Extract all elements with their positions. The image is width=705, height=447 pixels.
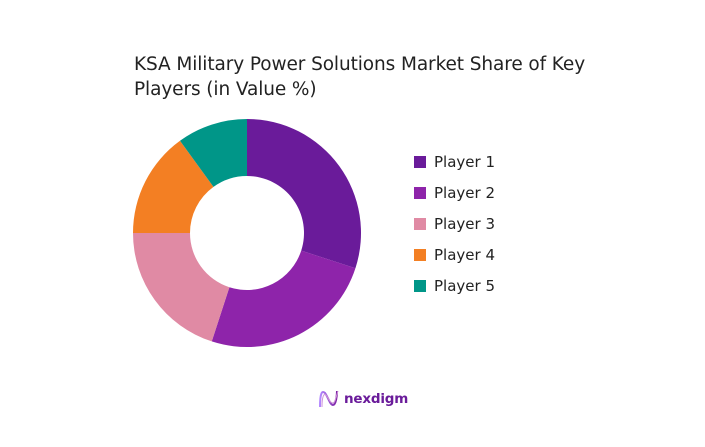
- legend-item: Player 1: [414, 146, 495, 177]
- legend-swatch: [414, 248, 426, 261]
- legend-label: Player 3: [434, 214, 495, 233]
- legend-swatch: [414, 279, 426, 292]
- donut-slices: [133, 119, 361, 347]
- donut-slice-player-1: [247, 119, 361, 269]
- legend-item: Player 5: [414, 270, 495, 301]
- legend-label: Player 2: [434, 183, 495, 202]
- legend-item: Player 2: [414, 177, 495, 208]
- legend-label: Player 4: [434, 245, 495, 264]
- legend-swatch: [414, 186, 426, 199]
- donut-slice-player-4: [133, 140, 214, 233]
- legend-label: Player 5: [434, 276, 495, 295]
- chart-title: KSA Military Power Solutions Market Shar…: [134, 54, 586, 100]
- logo-text: nexdigm: [344, 391, 409, 407]
- donut-slice-player-3: [133, 233, 230, 342]
- nexdigm-logo: nexdigm: [318, 389, 408, 409]
- legend-item: Player 3: [414, 208, 495, 239]
- legend-item: Player 4: [414, 239, 495, 270]
- legend: Player 1 Player 2 Player 3 Player 4 Play…: [414, 146, 495, 301]
- legend-swatch: [414, 155, 426, 168]
- legend-swatch: [414, 217, 426, 230]
- donut-slice-player-2: [211, 250, 356, 347]
- donut-slice-player-5: [179, 119, 247, 187]
- legend-label: Player 1: [434, 152, 495, 171]
- nexdigm-wave-icon: [319, 390, 339, 408]
